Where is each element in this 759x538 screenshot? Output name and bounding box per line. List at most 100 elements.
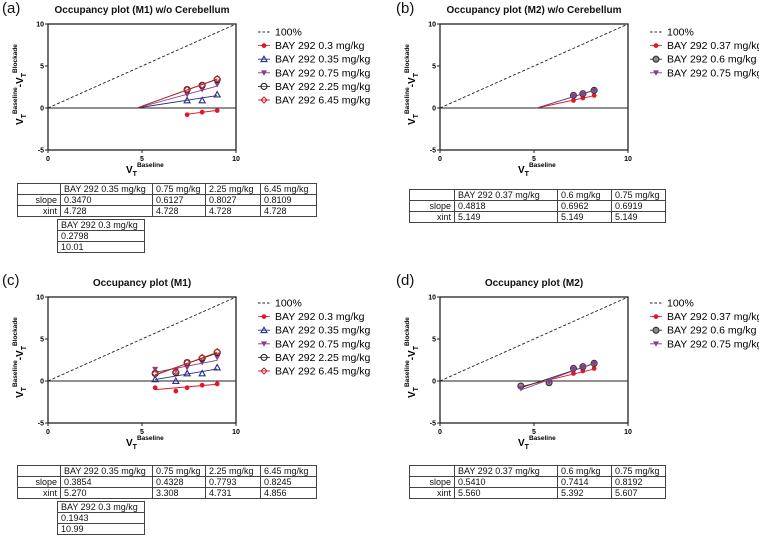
data-point bbox=[152, 366, 159, 373]
y-axis-label-sup2: Blockade bbox=[404, 317, 411, 346]
data-point bbox=[570, 366, 577, 373]
table-cell: 5.149 bbox=[611, 211, 666, 223]
legend-marker bbox=[652, 55, 660, 63]
data-point bbox=[591, 360, 598, 367]
y-axis-label-dash: - bbox=[15, 357, 26, 360]
fit-line bbox=[155, 368, 218, 381]
table-cell: 0.8192 bbox=[611, 476, 666, 488]
table-row: 10.01 bbox=[57, 241, 145, 253]
reference-line-100 bbox=[47, 296, 237, 382]
data-point bbox=[151, 375, 160, 383]
data-point bbox=[214, 108, 220, 113]
x-tick-label: 10 bbox=[232, 429, 240, 436]
data-point bbox=[546, 379, 553, 385]
y-tick-label: 5 bbox=[432, 64, 436, 71]
reference-line-100 bbox=[439, 296, 629, 382]
table-row: xint 5.149 5.149 5.149 bbox=[409, 211, 666, 223]
table-row: slope 0.5410 0.7414 0.8192 bbox=[409, 476, 666, 488]
reference-line-100 bbox=[439, 23, 629, 109]
table-cell: 6.45 mg/kg bbox=[260, 183, 317, 195]
data-point bbox=[171, 376, 180, 384]
legend-marker bbox=[260, 55, 268, 63]
table-cell: 0.8109 bbox=[260, 194, 317, 206]
data-point bbox=[214, 355, 221, 361]
y-axis-label-sup1: Baseline bbox=[12, 360, 19, 387]
x-tick-label: 10 bbox=[624, 156, 632, 163]
x-axis-label: VT Baseline bbox=[518, 435, 556, 451]
table-row: BAY 292 0.3 mg/kg bbox=[57, 219, 145, 231]
legend-label: BAY 292 0.75 mg/kg bbox=[667, 338, 759, 350]
y-axis-label: VTBaseline-VTBlockade bbox=[12, 44, 28, 125]
y-axis-label: VTBaseline-VTBlockade bbox=[404, 317, 420, 398]
y-axis-label-sub2: T bbox=[413, 72, 420, 77]
legend-marker bbox=[261, 314, 267, 319]
legend-marker bbox=[260, 353, 268, 361]
data-point bbox=[184, 112, 190, 118]
y-axis-label-sup1: Baseline bbox=[404, 360, 411, 387]
y-tick-label: 0 bbox=[40, 379, 44, 386]
y-tick-label: 5 bbox=[40, 337, 44, 344]
data-point bbox=[184, 92, 191, 98]
legend-label: BAY 292 2.25 mg/kg bbox=[275, 81, 371, 93]
panel-letter-b: (b) bbox=[396, 0, 415, 17]
x-axis-label-sup: Baseline bbox=[137, 435, 164, 442]
table-cell: 0.4818 bbox=[454, 200, 558, 212]
y-axis-label-sup2: Blockade bbox=[12, 317, 19, 346]
table-header-row: BAY 292 0.37 mg/kg 0.6 mg/kg 0.75 mg/kg bbox=[409, 189, 666, 201]
chart-title: Occupancy plot (M1) w/o Cerebellum bbox=[54, 5, 229, 16]
data-point bbox=[214, 381, 220, 387]
y-tick-label: 5 bbox=[40, 64, 44, 71]
data-point bbox=[213, 363, 222, 371]
x-tick-label: 10 bbox=[624, 429, 632, 436]
table-cell: 0.8027 bbox=[205, 194, 261, 206]
y-axis-label-sub2: T bbox=[21, 345, 28, 350]
data-point bbox=[183, 85, 191, 94]
data-point bbox=[173, 388, 179, 394]
y-axis-label-main1: V bbox=[15, 118, 26, 125]
table-cell: 0.7414 bbox=[557, 476, 612, 488]
table-cell: 4.731 bbox=[205, 487, 261, 499]
y-axis-label-main1: V bbox=[407, 118, 418, 125]
table-cell: 0.7793 bbox=[205, 476, 261, 488]
table-cell: 5.560 bbox=[454, 487, 558, 499]
y-tick-label: -5 bbox=[430, 148, 436, 155]
y-axis-label-sub1: T bbox=[413, 386, 420, 391]
legend-label: BAY 292 0.75 mg/kg bbox=[275, 67, 371, 79]
table-cell: 0.1943 bbox=[57, 512, 145, 524]
fit-line bbox=[136, 78, 218, 109]
legend-marker bbox=[653, 43, 659, 48]
y-axis-label-main2: V bbox=[407, 350, 418, 357]
x-tick-label: 0 bbox=[438, 429, 442, 436]
fit-line bbox=[155, 351, 218, 376]
table-cell: xint bbox=[17, 205, 61, 217]
data-point bbox=[570, 93, 577, 100]
table-cell: 0.6 mg/kg bbox=[557, 465, 612, 477]
series-1 bbox=[136, 90, 222, 109]
legend-marker bbox=[653, 314, 659, 319]
series-2 bbox=[517, 360, 598, 392]
table-cell: slope bbox=[409, 476, 455, 488]
y-axis-label-dash: - bbox=[407, 357, 418, 360]
y-tick-label: 0 bbox=[432, 106, 436, 113]
table-cell: 0.75 mg/kg bbox=[611, 465, 666, 477]
data-point bbox=[183, 96, 192, 104]
chart-title: Occupancy plot (M2) w/o Cerebellum bbox=[446, 5, 621, 16]
table-cell: 5.607 bbox=[611, 487, 666, 499]
legend-label: BAY 292 0.75 mg/kg bbox=[275, 338, 371, 350]
chart-title: Occupancy plot (M1) bbox=[93, 278, 191, 289]
y-axis-label-main1: V bbox=[15, 391, 26, 398]
x-axis-label-sub: T bbox=[133, 444, 138, 451]
legend-marker bbox=[260, 82, 268, 90]
table-cell: 0.8245 bbox=[260, 476, 317, 488]
data-point bbox=[571, 371, 576, 376]
x-axis-label-main: V bbox=[518, 165, 525, 176]
data-point bbox=[172, 369, 180, 377]
legend-label: 100% bbox=[667, 27, 694, 39]
data-point bbox=[517, 386, 524, 392]
x-axis-label-main: V bbox=[518, 438, 525, 449]
table-row: 0.1943 bbox=[57, 512, 145, 524]
y-tick-label: 10 bbox=[428, 22, 436, 29]
x-axis-label-sub: T bbox=[133, 171, 138, 178]
chart-1: Occupancy plot (M2) w/o Cerebellum 0 5 10 -5… bbox=[404, 5, 759, 178]
table-cell bbox=[17, 183, 61, 195]
